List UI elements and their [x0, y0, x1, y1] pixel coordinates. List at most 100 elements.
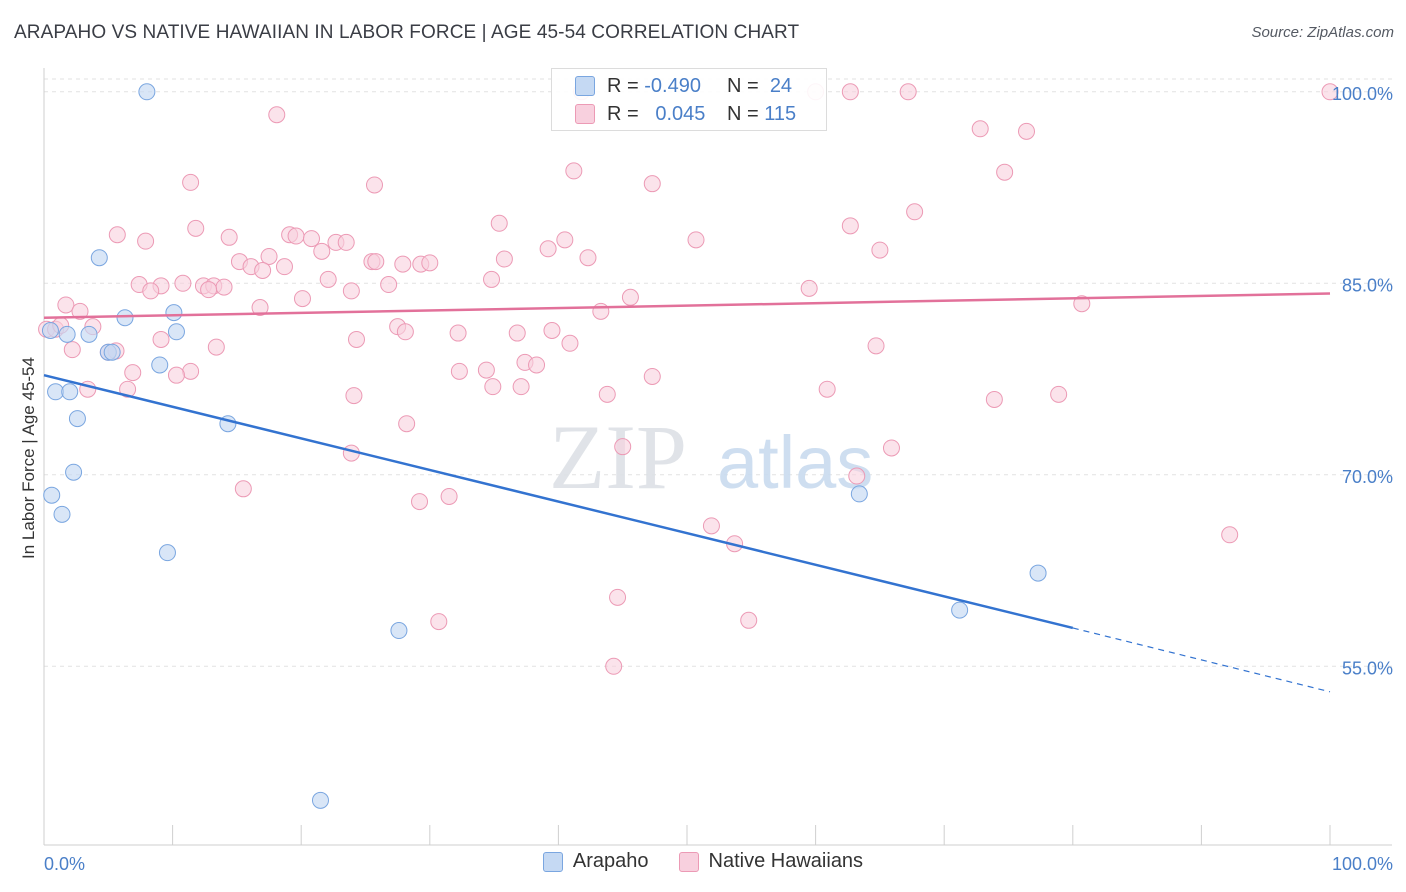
- hawaiian-trend-line: [43, 292, 1331, 319]
- hawaiian-point: [152, 330, 170, 348]
- hawaiian-point: [556, 231, 574, 249]
- hawaiian-point: [421, 254, 439, 272]
- hawaiian-point: [643, 175, 661, 193]
- arapaho-point: [65, 463, 83, 481]
- watermark: ZIP atlas: [549, 406, 873, 508]
- hawaiian-point: [137, 232, 155, 250]
- hawaiian-point: [275, 258, 293, 276]
- y-tick-label: 85.0%: [1342, 275, 1393, 295]
- hawaiian-point: [643, 367, 661, 385]
- hawaiian-point: [124, 364, 142, 382]
- hawaiian-point: [477, 361, 495, 379]
- arapaho-point: [390, 622, 408, 640]
- hawaiian-point: [207, 338, 225, 356]
- hawaiian-point: [848, 467, 866, 485]
- hawaiian-point: [63, 341, 81, 359]
- arapaho-n-value: 24: [769, 74, 793, 97]
- arapaho-point: [138, 83, 156, 101]
- hawaiian-point: [621, 288, 639, 306]
- arapaho-trend-extension: [1072, 627, 1331, 693]
- hawaiian-point: [490, 214, 508, 232]
- hawaiian-point: [579, 249, 597, 267]
- x-tick-label-max: 100.0%: [1332, 854, 1393, 874]
- arapaho-point: [311, 791, 329, 809]
- hawaiian-point: [108, 226, 126, 244]
- legend-row-hawaiian: R = 0.045 N = 115: [552, 100, 796, 128]
- hawaiian-point: [367, 253, 385, 271]
- r-label: R =: [607, 74, 639, 97]
- hawaiian-point: [687, 231, 705, 249]
- arapaho-point: [80, 325, 98, 343]
- hawaiian-point: [841, 217, 859, 235]
- n-label: N =: [727, 74, 759, 97]
- hawaiian-point: [313, 242, 331, 260]
- hawaiian-point: [142, 282, 160, 300]
- arapaho-point: [43, 486, 61, 504]
- hawaiian-point: [702, 517, 720, 535]
- hawaiian-point: [396, 323, 414, 341]
- hawaiian-point: [398, 415, 416, 433]
- hawaiian-point: [800, 279, 818, 297]
- y-tick-label: 100.0%: [1332, 84, 1393, 104]
- hawaiian-point: [57, 296, 75, 314]
- arapaho-trend-line: [43, 373, 1074, 630]
- hawaiian-point: [996, 163, 1014, 181]
- gridlines: [44, 78, 1392, 667]
- hawaiian-legend-label: Native Hawaiians: [708, 850, 864, 872]
- hawaiian-point: [882, 439, 900, 457]
- hawaiian-swatch: [575, 104, 595, 124]
- arapaho-legend-swatch: [542, 851, 563, 872]
- hawaiian-point: [512, 378, 530, 396]
- hawaiian-point: [200, 281, 218, 299]
- hawaiian-point: [430, 613, 448, 631]
- hawaiian-point: [380, 276, 398, 294]
- arapaho-r-value: -0.490: [644, 74, 701, 97]
- arapaho-point: [58, 325, 76, 343]
- hawaiian-point: [561, 334, 579, 352]
- hawaiian-point: [71, 302, 89, 320]
- hawaiian-point: [1018, 122, 1036, 140]
- bottom-legend: Arapaho Native Hawaiians: [0, 850, 1406, 873]
- arapaho-point: [41, 322, 59, 340]
- hawaiian-point: [841, 83, 859, 101]
- hawaiian-point: [366, 176, 384, 194]
- hawaiian-point: [347, 330, 365, 348]
- hawaiian-point: [411, 493, 429, 511]
- hawaiian-point: [740, 611, 758, 629]
- hawaiian-point: [871, 241, 889, 259]
- hawaiian-point: [1073, 295, 1091, 313]
- hawaiian-point: [440, 487, 458, 505]
- y-tick-label: 55.0%: [1342, 658, 1393, 678]
- hawaiian-point: [985, 390, 1003, 408]
- hawaiian-point: [565, 162, 583, 180]
- hawaiian-point: [182, 173, 200, 191]
- hawaiian-point: [251, 299, 269, 317]
- arapaho-point: [167, 323, 185, 341]
- hawaiian-r-value: 0.045: [655, 102, 706, 125]
- stats-legend: R = -0.490 N = 24 R = 0.045 N = 115: [551, 68, 827, 131]
- arapaho-point: [90, 249, 108, 267]
- hawaiian-point: [187, 219, 205, 237]
- hawaiian-legend-swatch: [678, 851, 699, 872]
- hawaiian-point: [119, 380, 137, 398]
- hawaiian-point: [543, 322, 561, 340]
- n-label: N =: [727, 102, 759, 125]
- arapaho-point: [47, 383, 65, 401]
- hawaiian-point: [254, 262, 272, 279]
- hawaiian-point: [971, 120, 989, 138]
- hawaiian-point: [167, 366, 185, 384]
- hawaiian-point: [220, 228, 238, 246]
- hawaiian-point: [818, 380, 836, 398]
- arapaho-point: [158, 544, 176, 562]
- arapaho-swatch: [575, 76, 595, 96]
- arapaho-point: [951, 601, 969, 619]
- r-label: R =: [607, 102, 639, 125]
- y-axis-title: In Labor Force | Age 45-54: [19, 357, 38, 559]
- hawaiian-point: [899, 83, 917, 101]
- axes: [43, 68, 1392, 846]
- hawaiian-point: [293, 290, 311, 308]
- hawaiian-point: [182, 362, 200, 380]
- hawaiian-point: [302, 230, 320, 248]
- arapaho-legend-label: Arapaho: [572, 850, 649, 872]
